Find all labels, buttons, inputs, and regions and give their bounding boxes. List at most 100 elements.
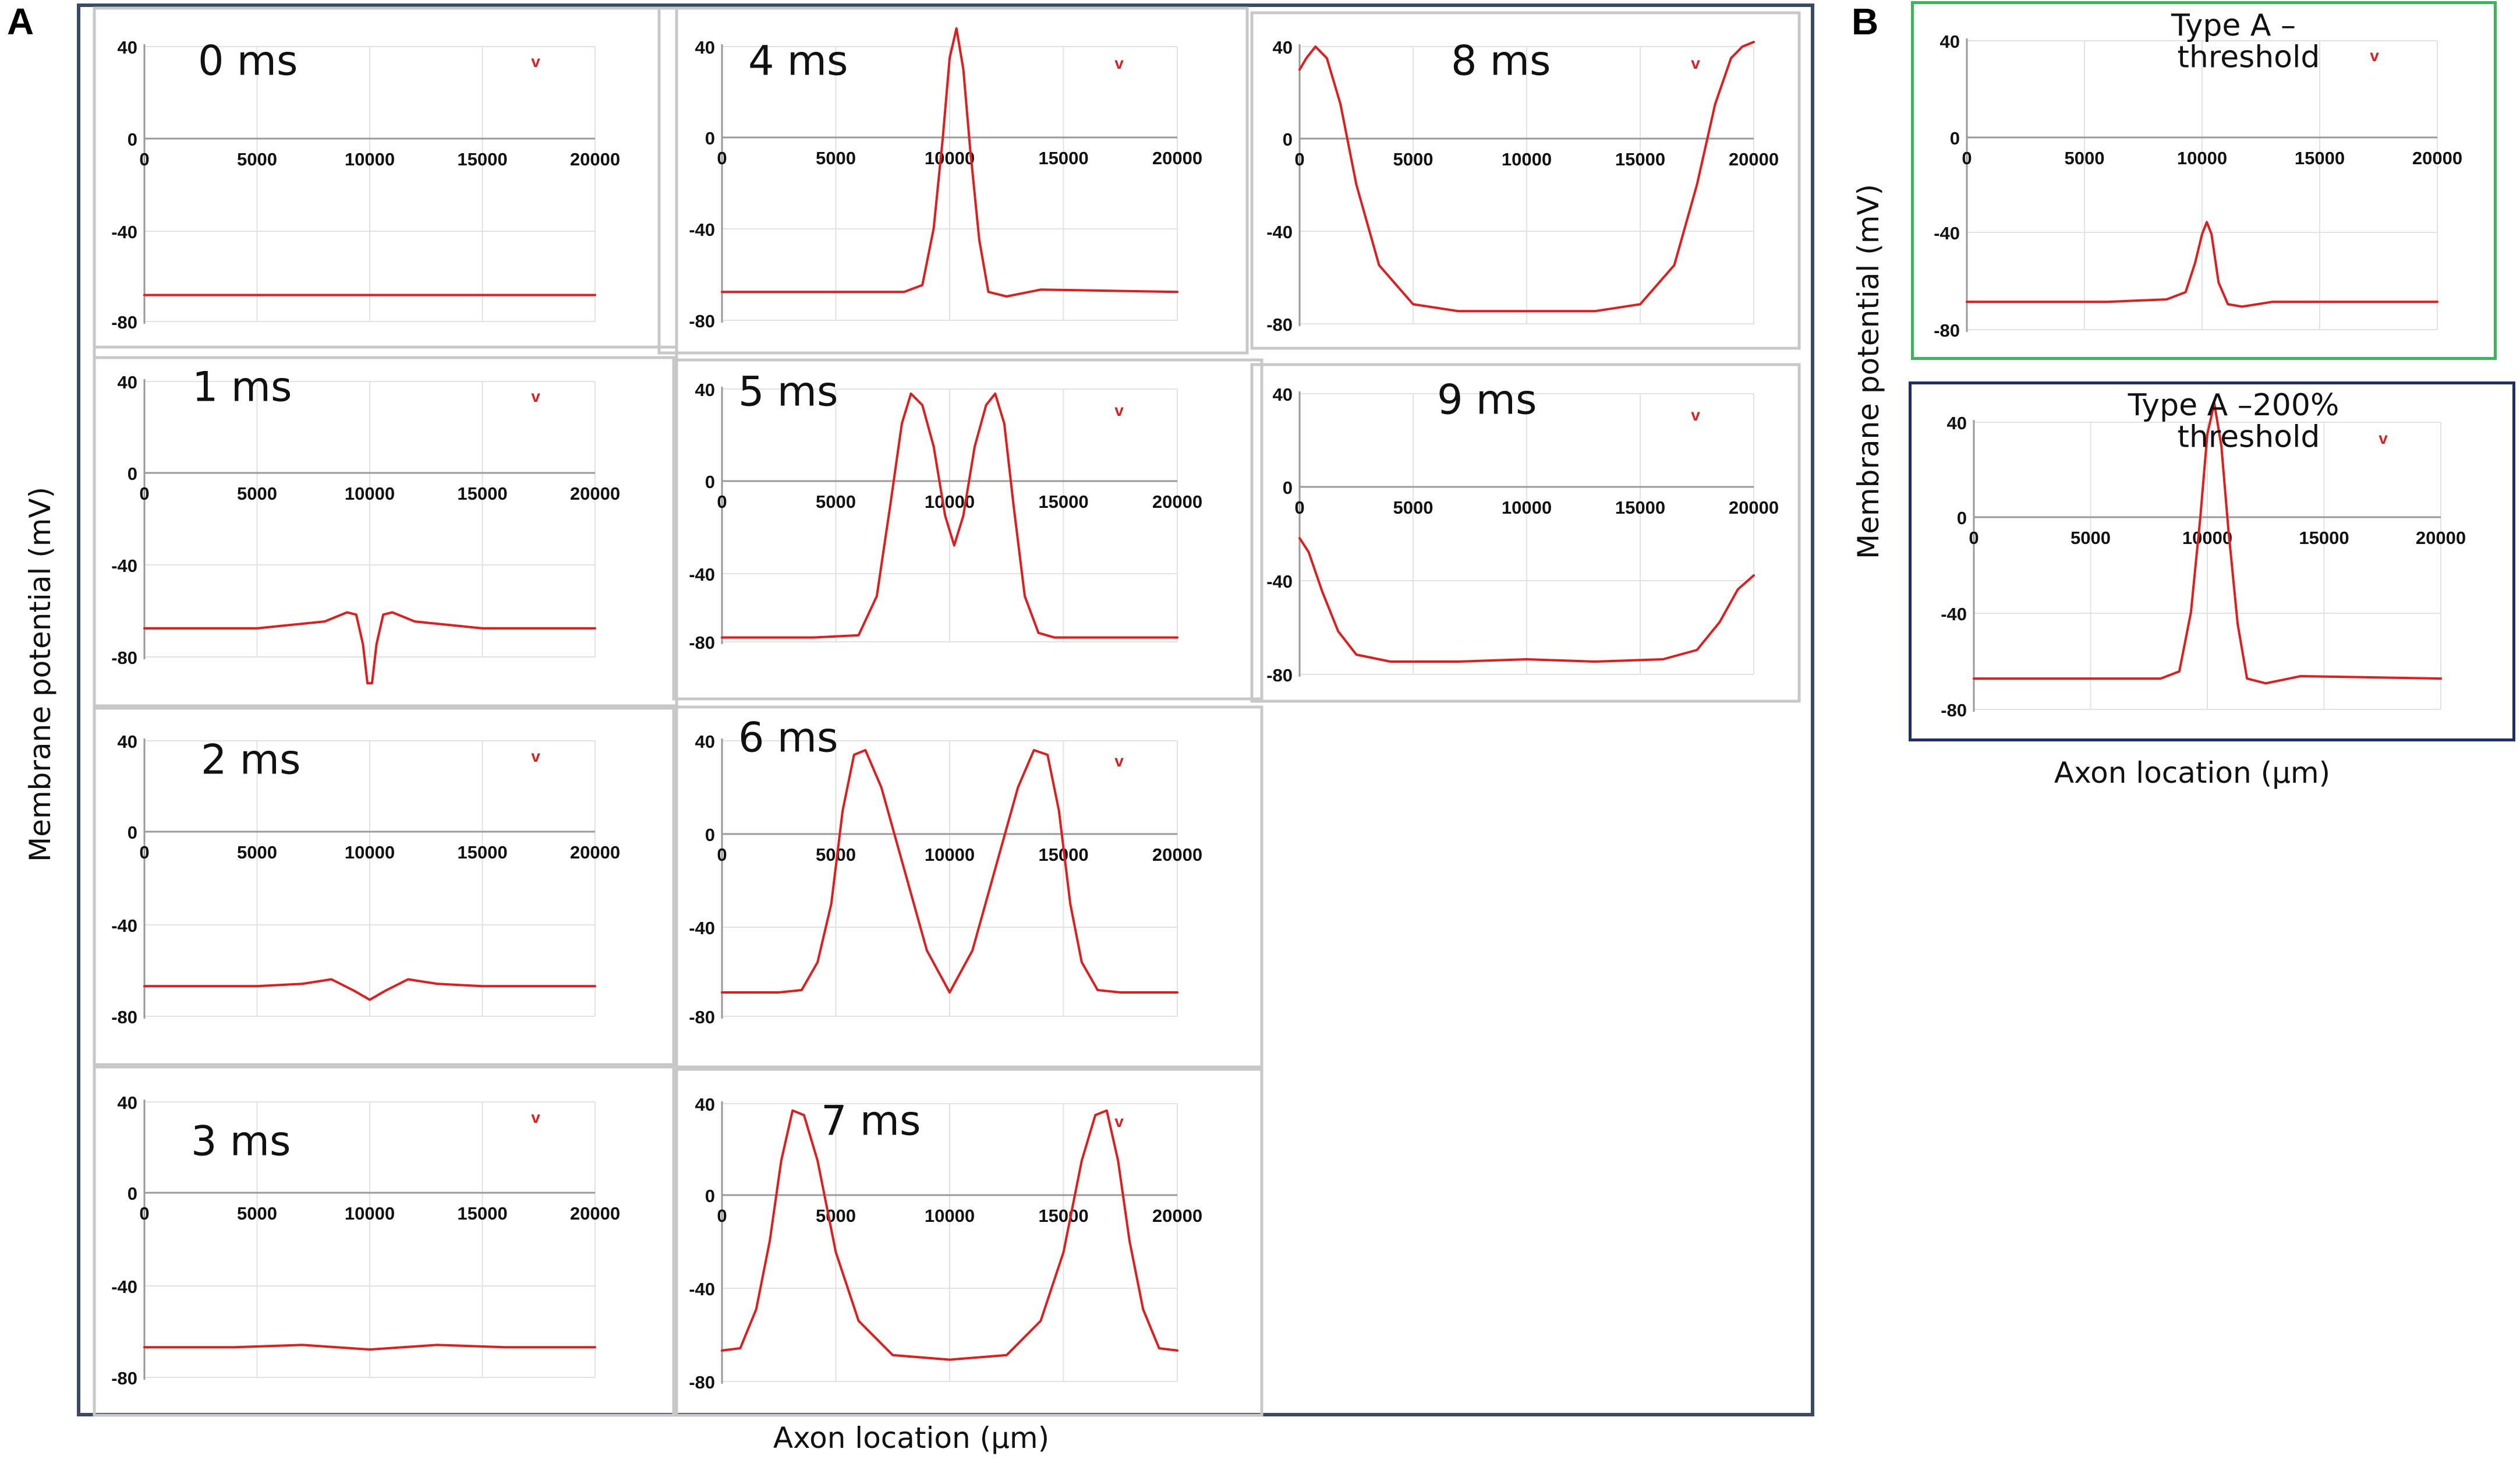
y-tick-label: -80 [689, 1372, 715, 1393]
y-tick-label: 0 [705, 1186, 715, 1206]
x-tick-label: 5000 [237, 1203, 277, 1224]
y-tick-label: 0 [1957, 508, 1967, 528]
x-tick-label: 0 [717, 148, 727, 168]
y-tick-label: 40 [118, 1093, 137, 1113]
y-tick-label: 40 [118, 732, 137, 752]
x-tick-label: 0 [717, 1206, 727, 1226]
x-tick-label: 15000 [457, 1203, 507, 1224]
x-tick-label: 15000 [2299, 528, 2349, 548]
y-tick-label: -80 [689, 1007, 715, 1027]
x-tick-label: 10000 [345, 842, 395, 863]
subplot-title-line-1: Type A –200% [2128, 388, 2340, 423]
subplot-5: 40 0 -40 -80 0 5000 10000 15000 20000 4 ms v [657, 6, 1249, 355]
x-tick-label: 0 [139, 1203, 149, 1224]
x-tick-label: 20000 [1729, 497, 1779, 518]
x-tick-label: 20000 [1152, 148, 1202, 168]
panel-a-x-axis-label: Axon location (µm) [773, 1421, 1050, 1455]
x-tick-label: 0 [1294, 149, 1304, 169]
x-tick-label: 20000 [1729, 149, 1779, 169]
x-tick-label: 0 [1962, 148, 1972, 168]
y-tick-label: -40 [111, 556, 137, 576]
x-tick-label: 15000 [1038, 492, 1088, 512]
trace-line [1298, 537, 1755, 663]
subplot-frame [672, 1065, 1263, 1417]
subplot-time-label: 0 ms [198, 37, 298, 85]
marker-v: v [531, 1108, 540, 1126]
subplot-frame [1250, 11, 1801, 350]
x-tick-label: 10000 [2177, 148, 2227, 168]
x-tick-label: 10000 [2182, 528, 2232, 548]
subplot-time-label: 6 ms [738, 714, 838, 762]
x-tick-label: 0 [139, 483, 149, 504]
subplot-time-label: 2 ms [201, 736, 300, 784]
y-tick-label: 40 [695, 732, 715, 752]
y-tick-label: -40 [689, 220, 715, 240]
x-tick-label: 20000 [1152, 844, 1202, 865]
x-tick-label: 15000 [1615, 497, 1665, 518]
trace-line [143, 1344, 596, 1351]
x-tick-label: 15000 [457, 149, 507, 169]
marker-v: v [531, 52, 540, 70]
subplot-12: 40 0 -40 -80 0 5000 10000 15000 20000 Type A –200… [1941, 388, 2466, 720]
y-tick-label: 40 [118, 37, 137, 58]
panel-b-bottom-frame [1909, 381, 2515, 741]
subplot-frame [93, 345, 678, 710]
panel-b-x-axis-label: Axon location (µm) [2054, 756, 2331, 790]
y-tick-label: -80 [111, 648, 137, 668]
y-tick-label: 0 [1950, 128, 1960, 149]
trace-line [721, 27, 1178, 298]
marker-v: v [1114, 752, 1124, 770]
y-tick-label: 0 [128, 822, 137, 843]
panel-a-letter: A [7, 1, 34, 43]
y-tick-label: -80 [1941, 700, 1967, 720]
x-tick-label: 5000 [2065, 148, 2105, 168]
y-tick-label: -40 [689, 564, 715, 585]
x-tick-label: 15000 [457, 842, 507, 863]
subplot-frame [1250, 363, 1801, 703]
y-tick-label: -40 [1934, 223, 1960, 243]
marker-v: v [1691, 406, 1700, 424]
subplot-frame [93, 704, 678, 1069]
y-tick-label: -80 [689, 311, 715, 331]
x-tick-label: 20000 [2412, 148, 2462, 168]
subplot-2: 40 0 -40 -80 0 5000 10000 15000 20000 1 ms v [93, 345, 678, 710]
y-tick-label: 0 [1283, 129, 1293, 150]
subplot-9: 40 0 -40 -80 0 5000 10000 15000 20000 8 ms v [1250, 11, 1801, 350]
y-tick-label: 40 [1940, 31, 1960, 52]
y-tick-label: 40 [1273, 37, 1293, 58]
subplot-8: 40 0 -40 -80 0 5000 10000 15000 20000 7 ms v [672, 1065, 1263, 1417]
subplot-time-label: 1 ms [192, 363, 292, 411]
panel-b-top-frame [1911, 1, 2497, 360]
y-tick-label: -80 [111, 312, 137, 333]
x-tick-label: 0 [1969, 528, 1979, 548]
y-tick-label: -40 [1266, 222, 1293, 242]
x-tick-label: 20000 [570, 483, 620, 504]
subplot-time-label: 4 ms [748, 37, 848, 85]
y-tick-label: -40 [111, 916, 137, 936]
y-tick-label: 0 [128, 129, 137, 150]
y-tick-label: -80 [111, 1007, 137, 1027]
y-tick-label: -40 [111, 222, 137, 242]
y-tick-label: 40 [695, 37, 715, 58]
y-tick-label: -80 [1266, 314, 1293, 335]
trace-line [1973, 402, 2442, 685]
trace-line [143, 978, 596, 1001]
x-tick-label: 10000 [925, 844, 975, 865]
subplot-title-line-1: Type A – [2171, 8, 2296, 43]
x-tick-label: 0 [139, 149, 149, 169]
y-tick-label: -80 [689, 632, 715, 653]
y-tick-label: -40 [689, 918, 715, 938]
y-tick-label: -80 [111, 1368, 137, 1388]
subplot-frame [672, 705, 1263, 1071]
x-tick-label: 10000 [345, 483, 395, 504]
trace-line [1298, 41, 1755, 313]
x-tick-label: 15000 [1038, 1206, 1088, 1226]
x-tick-label: 10000 [925, 148, 975, 168]
x-tick-label: 5000 [237, 842, 277, 863]
x-tick-label: 20000 [1152, 492, 1202, 512]
x-tick-label: 5000 [1393, 497, 1434, 518]
marker-v: v [1114, 401, 1124, 419]
subplot-11: 40 0 -40 -80 0 5000 10000 15000 20000 Type A –thr… [1934, 8, 2462, 341]
y-tick-label: -40 [1941, 604, 1967, 624]
